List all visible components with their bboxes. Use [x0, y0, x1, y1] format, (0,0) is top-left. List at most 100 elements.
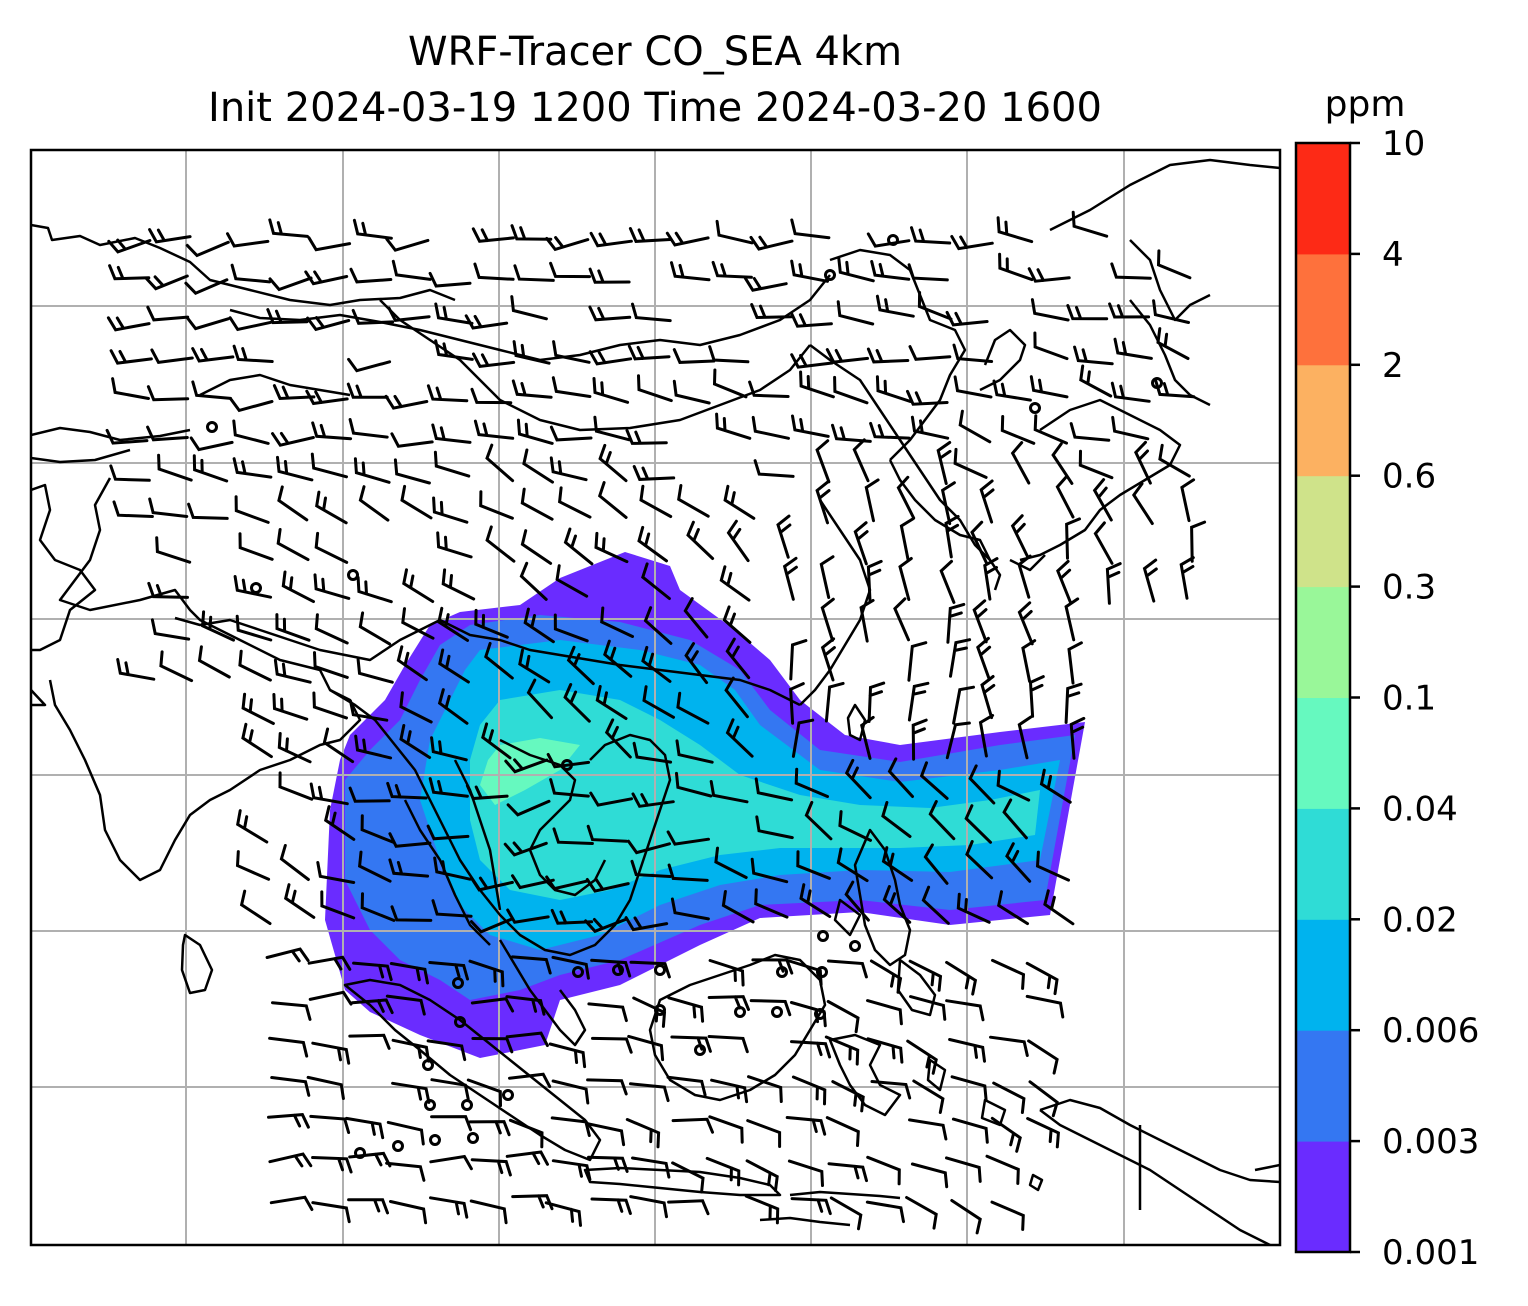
- wind-barb: [505, 1031, 549, 1048]
- wind-barb: [268, 276, 313, 292]
- wind-barb: [593, 415, 631, 442]
- wind-barb: [945, 960, 978, 996]
- wind-barb: [283, 883, 316, 919]
- wind-barb: [708, 959, 745, 987]
- wind-barb: [604, 718, 632, 759]
- wind-barb: [997, 890, 1029, 926]
- colorbar-tick-label: 0.001: [1382, 1233, 1479, 1273]
- wind-barb: [825, 1116, 860, 1147]
- wind-barb: [827, 959, 868, 979]
- wind-barb: [743, 276, 788, 292]
- colorbar-tick-label: 2: [1382, 346, 1404, 386]
- wind-barb: [881, 801, 912, 838]
- wind-barb: [320, 890, 356, 920]
- wind-barb: [192, 454, 229, 483]
- wind-barb: [229, 397, 274, 413]
- wind-barb: [953, 447, 988, 479]
- wind-barb: [1111, 415, 1150, 441]
- wind-barb: [882, 885, 912, 924]
- wind-barb: [683, 597, 709, 639]
- wind-barb: [820, 637, 836, 682]
- wind-barb: [347, 357, 392, 373]
- wind-barb: [469, 1199, 508, 1225]
- wind-barb: [1021, 639, 1037, 683]
- wind-barb: [996, 216, 1034, 244]
- wind-barb: [819, 555, 835, 599]
- wind-barb: [964, 804, 992, 844]
- wind-barb: [230, 263, 272, 284]
- wind-barb: [506, 908, 550, 924]
- wind-barb: [750, 303, 793, 320]
- wind-barb: [585, 877, 630, 893]
- wind-barb: [588, 350, 633, 366]
- wind-barb: [185, 316, 230, 331]
- wind-barb: [400, 484, 433, 520]
- wind-barb: [950, 235, 994, 251]
- wind-barb: [385, 237, 430, 252]
- wind-barb: [815, 480, 831, 525]
- wind-barb: [388, 832, 432, 848]
- wind-barb: [428, 271, 472, 288]
- wind-barb: [1069, 422, 1111, 442]
- wind-barb: [235, 614, 273, 642]
- wind-barb: [108, 264, 151, 281]
- wind-barb: [910, 1162, 949, 1189]
- wind-barb: [278, 771, 314, 801]
- wind-barb: [523, 607, 555, 644]
- wind-barb: [946, 602, 966, 644]
- wind-barb: [670, 1035, 712, 1053]
- wind-barb: [270, 1076, 311, 1097]
- calm-wind-marker: [429, 1134, 441, 1146]
- wind-barb: [549, 425, 593, 442]
- wind-barb: [273, 658, 312, 684]
- wind-barb: [590, 1197, 632, 1215]
- wind-barb: [226, 232, 270, 248]
- wind-barb: [950, 1075, 988, 1102]
- wind-barb: [426, 384, 469, 403]
- wind-barb: [631, 302, 672, 323]
- calm-wind-marker: [817, 930, 829, 942]
- wind-barb: [836, 300, 875, 326]
- wind-barb: [346, 382, 389, 399]
- wind-barb: [1110, 262, 1152, 280]
- wind-barb: [441, 568, 476, 601]
- wind-barb: [724, 676, 749, 719]
- wind-barb: [465, 784, 509, 801]
- wind-barb: [267, 1113, 310, 1129]
- wind-barb: [389, 1200, 428, 1225]
- wind-barb: [985, 1154, 1020, 1185]
- wind-barb: [306, 316, 351, 332]
- wind-barb: [589, 791, 633, 807]
- wind-barb: [952, 343, 994, 363]
- wind-barb: [919, 761, 949, 800]
- wind-barb: [311, 421, 353, 441]
- wind-barb: [1064, 682, 1083, 724]
- wind-barb: [1142, 558, 1158, 603]
- wind-barb: [354, 734, 393, 760]
- wind-barb: [970, 520, 988, 565]
- wind-barb: [431, 899, 473, 918]
- wind-barb: [998, 252, 1034, 282]
- wind-barb: [719, 565, 751, 602]
- wind-barb: [552, 827, 594, 845]
- wind-barb: [551, 376, 592, 398]
- wind-barb: [314, 613, 349, 645]
- calm-wind-marker: [206, 421, 218, 433]
- wind-barb: [787, 1159, 824, 1187]
- wind-barb: [956, 892, 991, 924]
- wind-barb: [714, 846, 748, 879]
- wind-barb: [755, 815, 794, 840]
- wind-barb: [586, 1122, 626, 1147]
- wind-barb: [632, 465, 676, 481]
- wind-barb: [1110, 381, 1151, 403]
- colorbar-tick-label: 0.6: [1382, 457, 1436, 497]
- wind-barb: [111, 377, 150, 400]
- wind-barb: [402, 568, 435, 603]
- wind-barb: [1010, 514, 1029, 558]
- wind-barb: [1028, 1080, 1059, 1118]
- wind-barb: [950, 1199, 982, 1235]
- wind-barb: [723, 484, 756, 520]
- wind-barb: [520, 487, 554, 521]
- wind-barb: [749, 235, 794, 251]
- wind-barb: [473, 262, 515, 281]
